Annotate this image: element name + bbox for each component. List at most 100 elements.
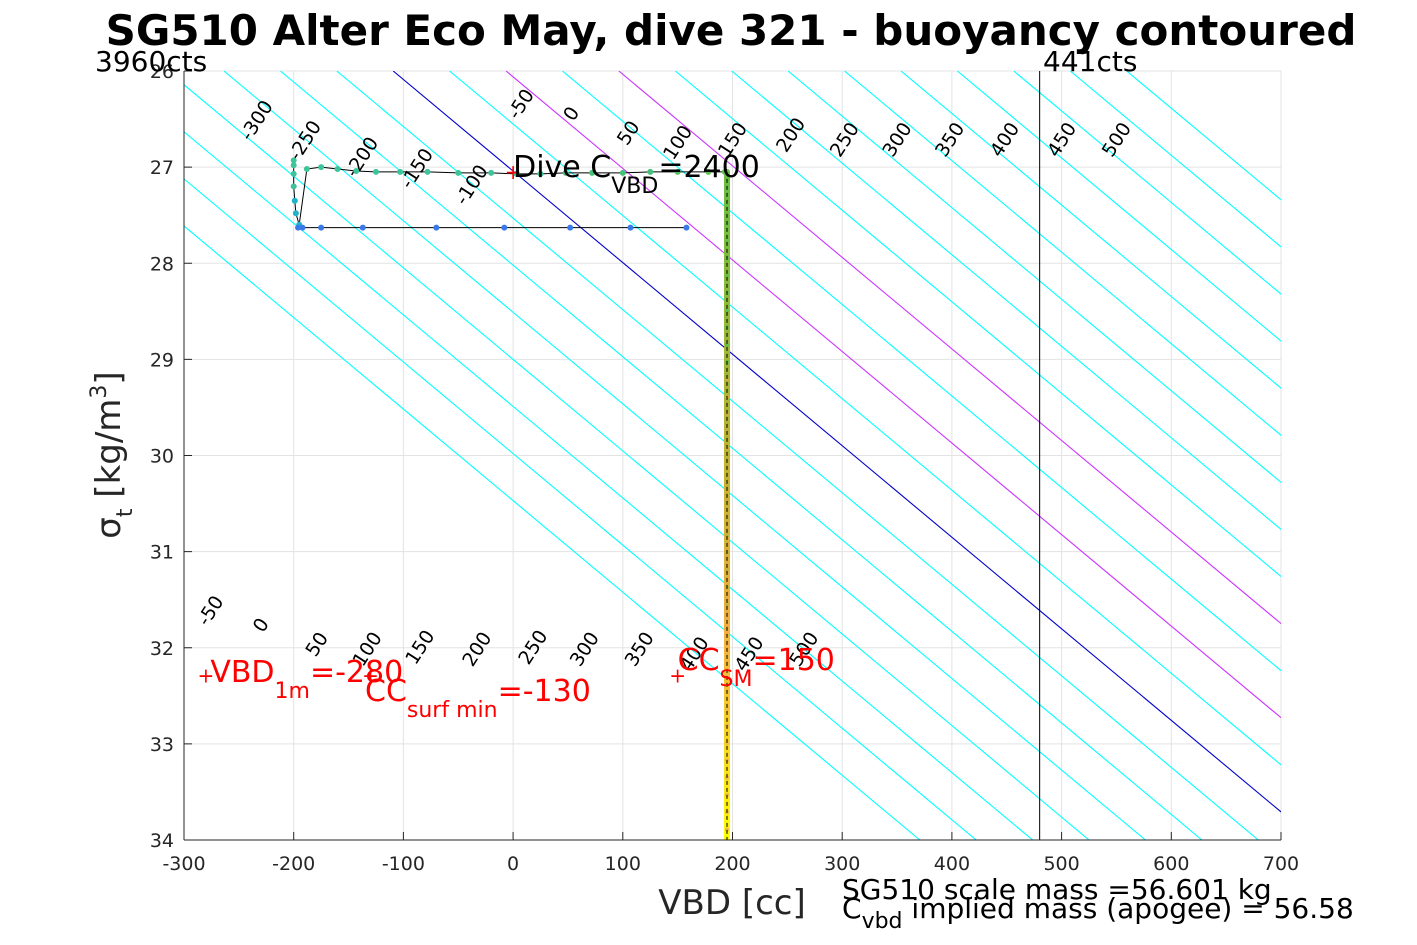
series-point-dive-14: [455, 169, 462, 176]
contour-line--350: [184, 225, 921, 840]
apogee-point-21: [724, 533, 730, 538]
contour-line--100: [280, 71, 1203, 840]
contour-label-top-15: 450: [1043, 119, 1081, 161]
apogee-point-14: [724, 411, 730, 417]
y-tick-label-6: 32: [150, 638, 174, 660]
plus-marker-0: +: [505, 160, 522, 184]
annotation-dive_cvbd-value: =2400: [658, 150, 759, 185]
svg-text:σt [kg/m3]: σt [kg/m3]: [87, 371, 138, 538]
x-axis-label: VBD [cc]: [658, 883, 806, 923]
contour-label-top-0: -300: [236, 97, 278, 145]
series-point-dive-21: [647, 168, 654, 175]
contour-line-600: [1069, 71, 1281, 248]
counts-left-label: 3960cts: [95, 45, 207, 78]
annotation-cc_sm-value: =150: [753, 643, 835, 678]
annotation-cc_surf: CCsurf min=-130: [365, 674, 591, 723]
contour-label-top-12: 300: [878, 119, 916, 161]
annotation-dive_cvbd-main: Dive C: [513, 150, 611, 185]
series-point-dive-22: [674, 168, 681, 175]
y-tick-label-0: 26: [150, 61, 174, 83]
y-tick-label-3: 29: [150, 349, 174, 371]
contour-line-300: [731, 71, 1281, 531]
apogee-point-31: [724, 706, 730, 711]
x-tick-label-10: 700: [1263, 853, 1299, 875]
contour-line-500: [957, 71, 1281, 342]
buoyancy-contours: [184, 71, 1281, 840]
apogee-point-38: [724, 827, 730, 832]
x-tick-label-4: 100: [605, 853, 641, 875]
contour-line-100: [505, 71, 1281, 719]
annotation-cc_surf-sub: surf min: [407, 698, 498, 723]
contour-label-top-13: 350: [931, 119, 969, 161]
y-axis-unit-exp: 3: [87, 385, 112, 399]
contour-line-450: [900, 71, 1281, 389]
apogee-point-36: [724, 792, 730, 798]
series-point-dive-11: [372, 168, 379, 175]
apogee-point-2: [724, 204, 730, 209]
y-axis-subscript: t: [113, 508, 138, 517]
y-axis-symbol: σ: [89, 517, 129, 539]
apogee-point-4: [724, 238, 730, 244]
contour-line-400: [844, 71, 1281, 436]
contour-label-top-14: 400: [986, 119, 1024, 161]
contour-label-top-16: 500: [1098, 119, 1136, 161]
series-point-dive-15: [488, 169, 495, 176]
x-tick-label-7: 400: [934, 853, 970, 875]
implied-mass-text: Cvbd implied mass (apogee) = 56.58: [842, 892, 1354, 934]
contour-label-top-5: -50: [504, 85, 539, 123]
annotation-vbd_1m-value: =-280: [310, 655, 403, 690]
plus-marker-1: +: [198, 664, 215, 688]
contour-line-250: [674, 71, 1281, 578]
plus-marker-3: +: [362, 664, 379, 688]
implied-mass-symbol: C: [842, 892, 862, 925]
counts-right-label: 441cts: [1043, 45, 1137, 78]
axes: [183, 70, 1282, 841]
series-point-dive-3: [290, 183, 297, 190]
contour-label-top-3: -150: [396, 145, 438, 193]
series-point-climb-1: [299, 224, 306, 231]
series-point-dive-0: [290, 157, 297, 164]
contour-line--50: [336, 71, 1259, 840]
apogee-point-23: [724, 567, 730, 573]
x-tick-label-3: 0: [507, 853, 519, 875]
contour-label-bottom-8: 350: [621, 628, 659, 670]
series-point-climb-3: [359, 224, 366, 231]
x-tick-label-5: 200: [714, 853, 750, 875]
contour-line-150: [562, 71, 1281, 672]
reference-lines: [726, 71, 1041, 840]
contour-line--200: [184, 84, 1090, 840]
x-tick-label-2: -100: [382, 853, 425, 875]
contour-line-550: [1013, 71, 1281, 295]
annotation-vbd_1m: VBD1m=-280: [210, 655, 403, 704]
y-tick-label-2: 28: [150, 253, 174, 275]
x-tick-label-8: 500: [1043, 853, 1079, 875]
apogee-point-10: [724, 342, 730, 348]
annotation-dive_cvbd-sub: VBD: [611, 174, 658, 199]
series-point-dive-13: [424, 168, 431, 175]
series-point-climb-8: [683, 224, 690, 231]
apogee-point-12: [724, 377, 730, 382]
series-point-dive-12: [397, 168, 404, 175]
contour-line-0: [392, 71, 1281, 813]
contour-line--300: [184, 178, 977, 840]
series-point-dive-4: [291, 197, 298, 204]
x-tick-label-9: 600: [1153, 853, 1189, 875]
contour-label-bottom-7: 300: [566, 628, 604, 670]
series-point-climb-7: [627, 224, 634, 231]
annotation-cc_sm: CCSM=150: [678, 643, 835, 692]
y-tick-label-7: 33: [150, 734, 174, 756]
scale-mass-text: SG510 scale mass =56.601 kg: [842, 873, 1272, 906]
grid: [183, 70, 1282, 841]
y-tick-label-4: 30: [150, 446, 174, 468]
implied-mass-subscript: vbd: [862, 909, 903, 934]
apogee-point-6: [724, 273, 730, 278]
contour-label-bottom-5: 200: [458, 628, 496, 670]
annotation-cc_surf-main: CC: [365, 674, 407, 709]
apogee-point-27: [724, 636, 730, 642]
apogee-point-25: [724, 602, 730, 607]
contour-line-200: [618, 71, 1281, 625]
contour-label-bottom-0: -50: [193, 592, 228, 630]
contour-label-top-6: 0: [559, 103, 584, 125]
